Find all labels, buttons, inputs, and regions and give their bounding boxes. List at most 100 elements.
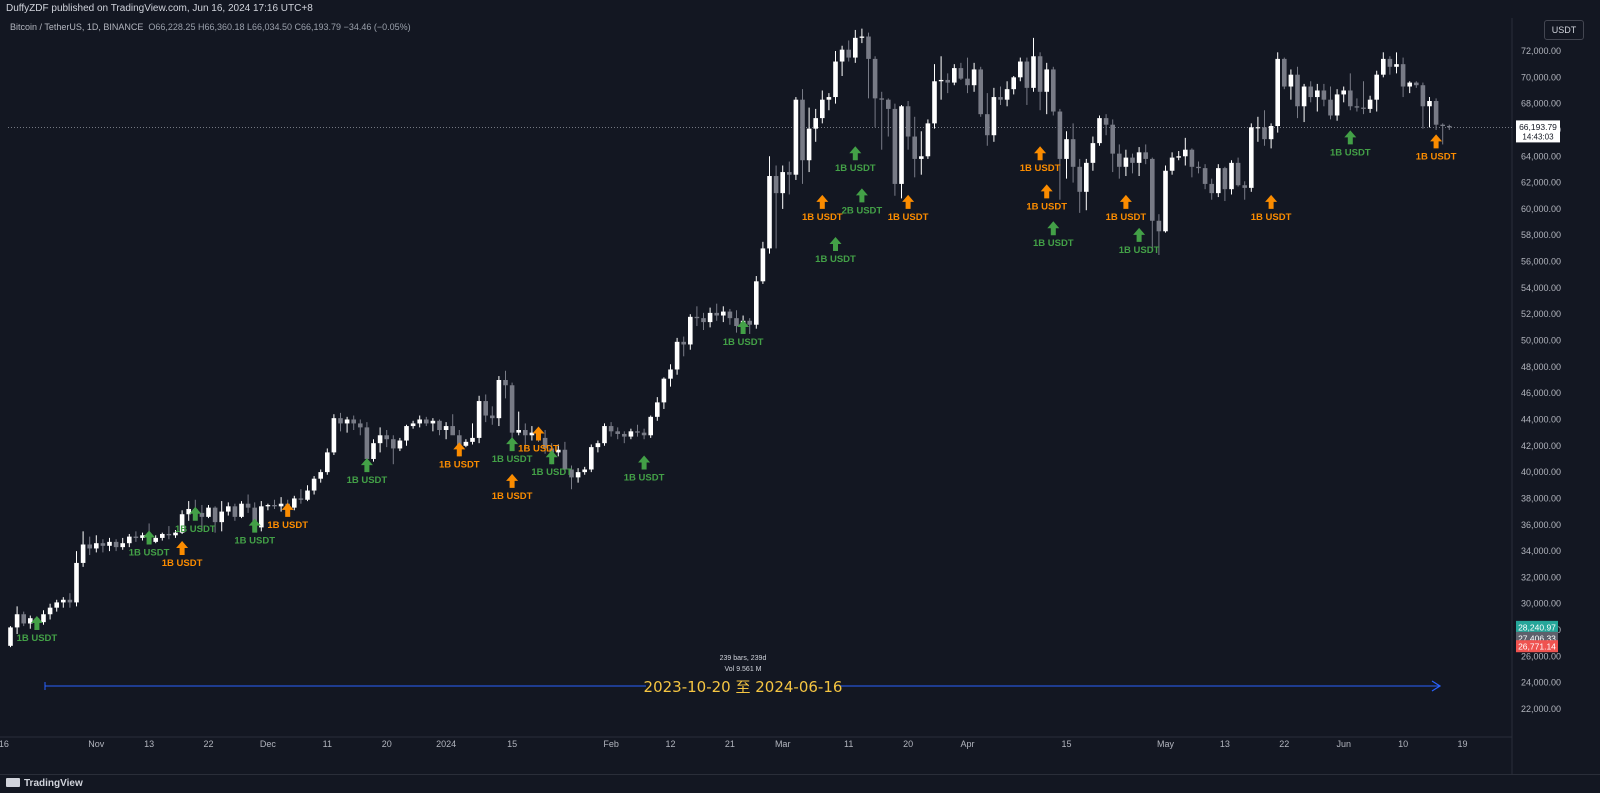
candle-body [622, 433, 627, 437]
candle-body [655, 402, 660, 417]
candle-body [886, 99, 891, 109]
candle-body [272, 505, 277, 507]
y-tick-label: 42,000.00 [1521, 441, 1561, 451]
candle-body [1103, 118, 1109, 125]
y-tick-label: 52,000.00 [1521, 309, 1561, 319]
candle-body [1031, 56, 1036, 88]
x-tick-label: Feb [603, 739, 619, 749]
marker-label: 1B USDT [888, 212, 929, 223]
ohlc-values: O66,228.25 H66,360.18 L66,034.50 C66,193… [148, 22, 411, 32]
candle-body [1189, 149, 1195, 167]
candle-body [701, 318, 706, 323]
candle-body [424, 419, 429, 424]
candle-body [14, 614, 20, 628]
candle-body [846, 49, 851, 58]
marker-label: 1B USDT [815, 254, 856, 265]
marker-label: 1B USDT [531, 467, 572, 478]
candle-body [1090, 143, 1096, 163]
candle-body [674, 341, 680, 370]
green-arrow-icon [360, 458, 373, 473]
orange-arrow-icon [1040, 184, 1053, 199]
marker-label: 1B USDT [267, 520, 308, 531]
y-tick-label: 72,000.00 [1521, 46, 1561, 56]
publish-header: DuffyZDF published on TradingView.com, J… [0, 0, 1600, 18]
price-range-tag-label: 26,771.14 [1518, 642, 1556, 652]
x-tick-label: 20 [382, 739, 392, 749]
candle-body [54, 602, 59, 608]
candle-body [714, 312, 719, 316]
candle-body [404, 426, 409, 441]
green-arrow-icon [1133, 227, 1146, 242]
candle-body [1361, 107, 1366, 109]
candle-body [100, 543, 106, 546]
candle-body [971, 69, 977, 86]
candle-body [371, 443, 376, 459]
x-tick-label: 13 [1220, 739, 1230, 749]
candle-body [978, 69, 983, 115]
candle-body [410, 423, 416, 427]
candle-body [1150, 158, 1155, 221]
candle-body [800, 99, 805, 161]
marker-label: 1B USDT [1119, 245, 1160, 256]
candle-body [932, 81, 937, 124]
publish-info: DuffyZDF published on TradingView.com, J… [6, 3, 313, 14]
current-price-value: 66,193.79 [1519, 122, 1557, 132]
candle-body [813, 118, 818, 129]
y-tick-label: 50,000.00 [1521, 336, 1561, 346]
measurement-volume: Vol 9.561 M [725, 666, 762, 673]
candle-body [681, 341, 686, 345]
candle-body [1282, 58, 1287, 87]
candle-body [562, 449, 568, 470]
date-range-arrowhead-icon [1431, 680, 1442, 692]
candle-body [754, 281, 759, 325]
candle-body [905, 106, 911, 137]
candle-body [133, 536, 139, 538]
candle-body [826, 97, 832, 100]
green-arrow-icon [855, 188, 868, 203]
candle-body [1374, 74, 1379, 100]
candle-body [1262, 127, 1267, 140]
candle-body [490, 415, 495, 419]
candle-body [1229, 162, 1234, 190]
marker-label: 1B USDT [835, 163, 876, 174]
marker-label: 1B USDT [1020, 163, 1061, 174]
marker-label: 1B USDT [518, 444, 559, 455]
green-arrow-icon [1344, 130, 1357, 145]
currency-button[interactable]: USDT [1544, 20, 1584, 40]
tradingview-logo-text: TradingView [24, 778, 83, 789]
candle-body [859, 36, 865, 38]
x-tick-label: 16 [0, 739, 9, 749]
candle-body [806, 128, 812, 161]
candle-body [1018, 61, 1023, 78]
candle-body [80, 544, 86, 563]
candle-body [120, 543, 125, 548]
candle-body [853, 37, 858, 58]
candle-body [1216, 168, 1221, 194]
x-tick-label: 10 [1398, 739, 1408, 749]
candle-body [1196, 166, 1201, 169]
candle-body [615, 431, 620, 434]
candle-body [1169, 157, 1175, 171]
green-arrow-icon [248, 518, 261, 533]
date-range-label-bg [646, 676, 840, 696]
measurement-bars: 239 bars, 239d [720, 655, 767, 662]
candle-body [523, 430, 528, 436]
symbol-name: Bitcoin / TetherUS, 1D, BINANCE [10, 22, 144, 32]
candle-body [1156, 220, 1162, 232]
symbol-legend: Bitcoin / TetherUS, 1D, BINANCE O66,228.… [10, 22, 411, 32]
orange-arrow-icon [506, 473, 519, 488]
candle-body [648, 416, 653, 436]
tradingview-icon [6, 778, 20, 787]
candle-body [952, 68, 957, 83]
candle-body [1407, 82, 1412, 87]
candle-body [1275, 58, 1280, 127]
orange-arrow-icon [281, 502, 294, 517]
candle-body [239, 503, 244, 517]
candle-body [127, 536, 132, 544]
candle-body [1024, 61, 1030, 88]
candle-body [1288, 74, 1294, 87]
candle-body [839, 49, 845, 62]
green-arrow-icon [30, 616, 43, 631]
candle-body [872, 58, 878, 99]
